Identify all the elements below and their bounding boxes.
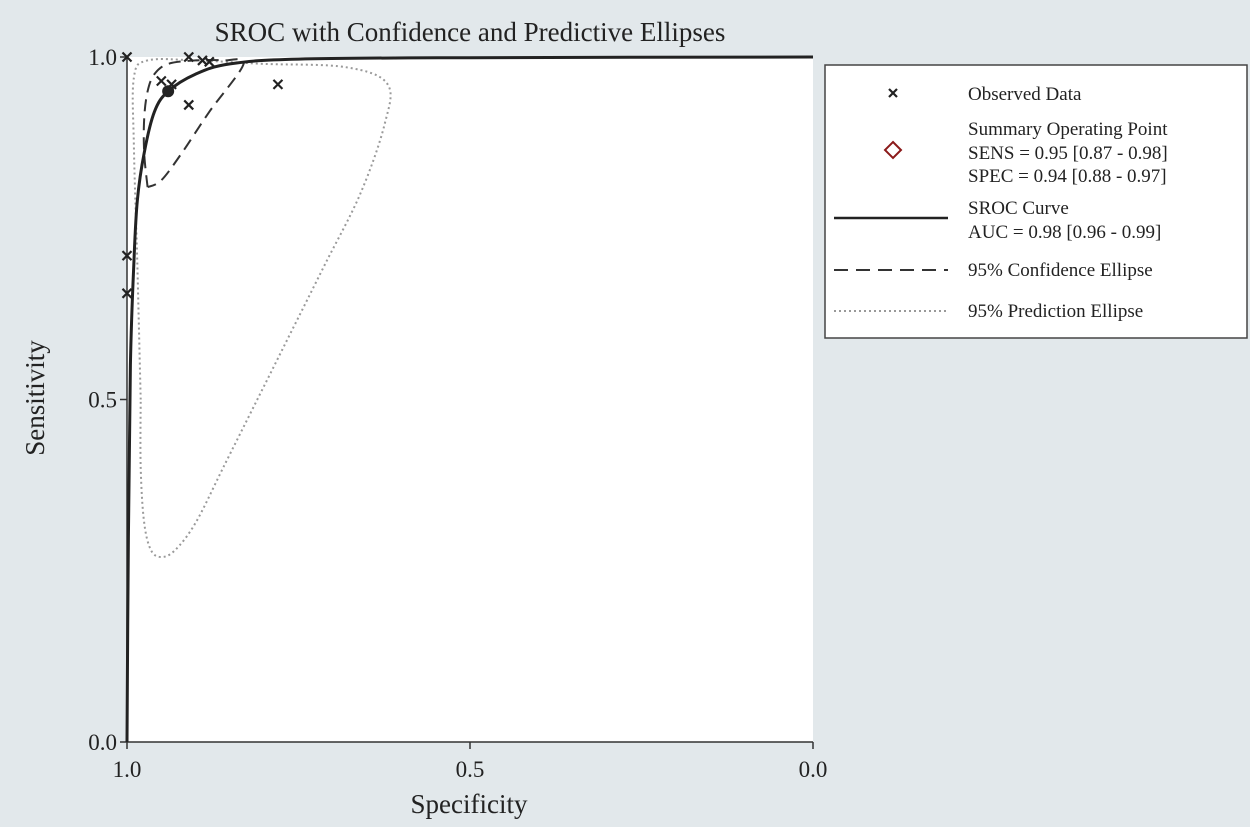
chart-title: SROC with Confidence and Predictive Elli…: [215, 17, 726, 47]
legend-x-marker-icon: [888, 88, 898, 98]
y-tick-label: 0.0: [88, 730, 117, 755]
observed-data-point: [156, 75, 167, 87]
legend-summary-label: Summary Operating Point: [968, 119, 1168, 140]
y-tick-label: 0.5: [88, 388, 117, 413]
legend-sroc-auc: AUC = 0.98 [0.96 - 0.99]: [968, 222, 1161, 243]
observed-data-point: [183, 51, 195, 63]
plot-area: [127, 57, 813, 742]
confidence-ellipse-line: [142, 58, 245, 189]
legend-entry-summary: Summary Operating Point SENS = 0.95 [0.8…: [883, 119, 1168, 187]
legend-conf-label: 95% Confidence Ellipse: [968, 260, 1153, 281]
legend-summary-sens: SENS = 0.95 [0.87 - 0.98]: [968, 143, 1168, 164]
y-axis-label: Sensitivity: [20, 340, 50, 456]
legend-entry-sroc: SROC Curve AUC = 0.98 [0.96 - 0.99]: [834, 198, 1161, 243]
y-tick-label: 1.0: [88, 45, 117, 70]
axis-ticks: 1.0 0.5 0.0 0.0 0.5 1.0: [88, 45, 827, 782]
legend-diamond-icon: [883, 140, 903, 160]
summary-operating-point: [162, 85, 175, 98]
x-tick-label: 1.0: [113, 757, 142, 782]
observed-data-point: [272, 79, 284, 90]
legend-entry-confidence: 95% Confidence Ellipse: [834, 260, 1153, 281]
legend-pred-label: 95% Prediction Ellipse: [968, 301, 1143, 322]
legend-entry-observed: Observed Data: [888, 84, 1082, 105]
observed-data-point: [121, 51, 133, 63]
x-tick-label: 0.0: [799, 757, 828, 782]
legend: Observed Data Summary Operating Point SE…: [824, 64, 1248, 339]
x-axis-label: Specificity: [411, 789, 528, 819]
legend-observed-label: Observed Data: [968, 84, 1082, 105]
prediction-ellipse-line: [131, 58, 392, 559]
x-tick-label: 0.5: [456, 757, 485, 782]
legend-entry-prediction: 95% Prediction Ellipse: [834, 301, 1143, 322]
legend-sroc-label: SROC Curve: [968, 198, 1069, 219]
sroc-curve-line: [125, 55, 814, 743]
observed-data-point: [121, 250, 133, 261]
observed-data-point: [121, 288, 133, 299]
legend-box: [824, 64, 1248, 339]
observed-data-point: [183, 99, 195, 111]
plot-layer: [121, 51, 814, 743]
observed-data-point: [204, 56, 215, 68]
legend-summary-spec: SPEC = 0.94 [0.88 - 0.97]: [968, 166, 1167, 187]
